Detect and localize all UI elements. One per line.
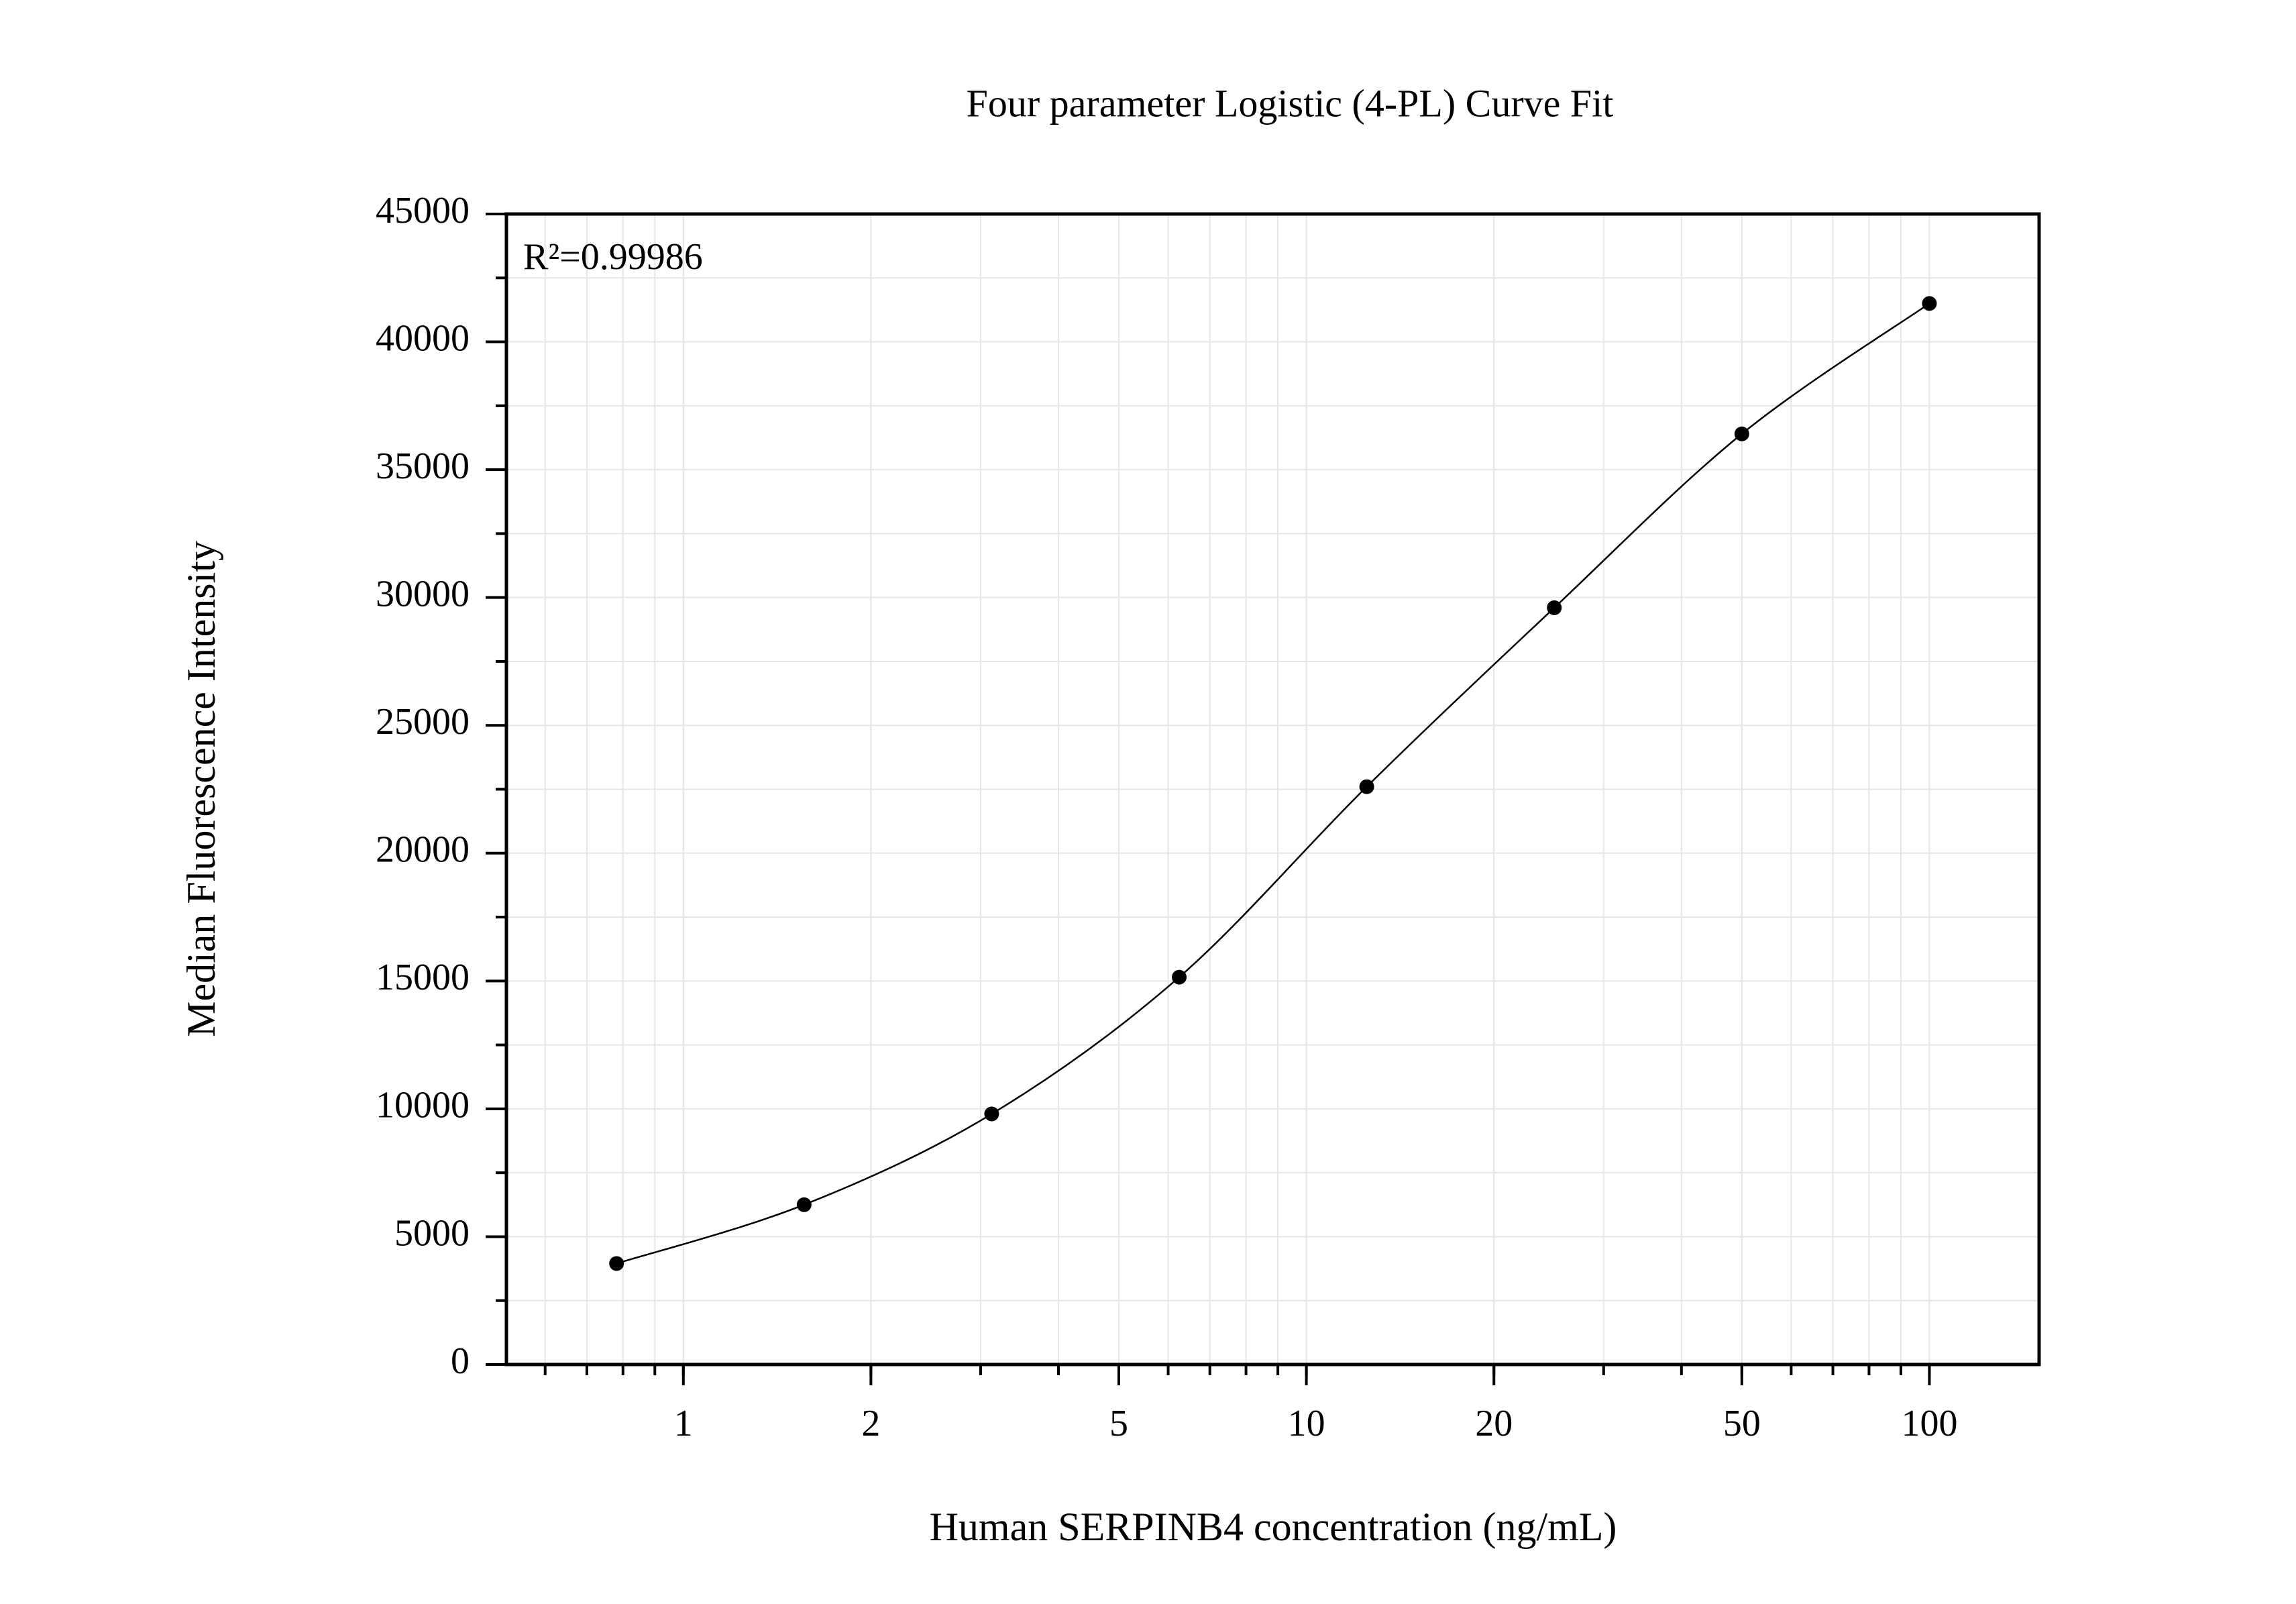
data-point [984,1106,999,1122]
fit-curve [616,303,1930,1265]
data-point [1922,296,1937,311]
annotation: R²=0.99986 [523,236,703,278]
data-point [1172,969,1187,985]
y-tick-label: 40000 [376,317,470,359]
x-tick-label: 1 [674,1403,693,1444]
x-tick-label: 10 [1288,1403,1325,1444]
x-axis-title: Human SERPINB4 concentration (ng/mL) [930,1505,1617,1549]
x-tick-label: 50 [1723,1403,1761,1444]
y-tick-label: 30000 [376,574,470,615]
y-tick-label: 0 [451,1340,470,1382]
x-tick-label: 100 [1901,1403,1957,1444]
y-tick-label: 25000 [376,701,470,743]
grid [506,213,2039,1365]
data-point [1359,779,1374,794]
y-tick-label: 5000 [394,1212,470,1254]
x-tick-label: 5 [1109,1403,1128,1444]
data-point [1547,600,1562,615]
y-tick-label: 15000 [376,957,470,998]
x-tick-label: 2 [861,1403,880,1444]
y-tick-label: 35000 [376,445,470,487]
plot [609,296,1937,1271]
data-point [1734,426,1749,441]
x-tick-label: 20 [1475,1403,1513,1444]
data-point [796,1197,812,1212]
data-point [609,1256,624,1271]
y-tick-label: 10000 [376,1085,470,1126]
y-tick-label: 20000 [376,829,470,871]
y-tick-label: 45000 [376,190,470,231]
y-axis-title: Median Fluorescence Intensity [179,541,223,1037]
chart-title: Four parameter Logistic (4-PL) Curve Fit [967,81,1614,125]
